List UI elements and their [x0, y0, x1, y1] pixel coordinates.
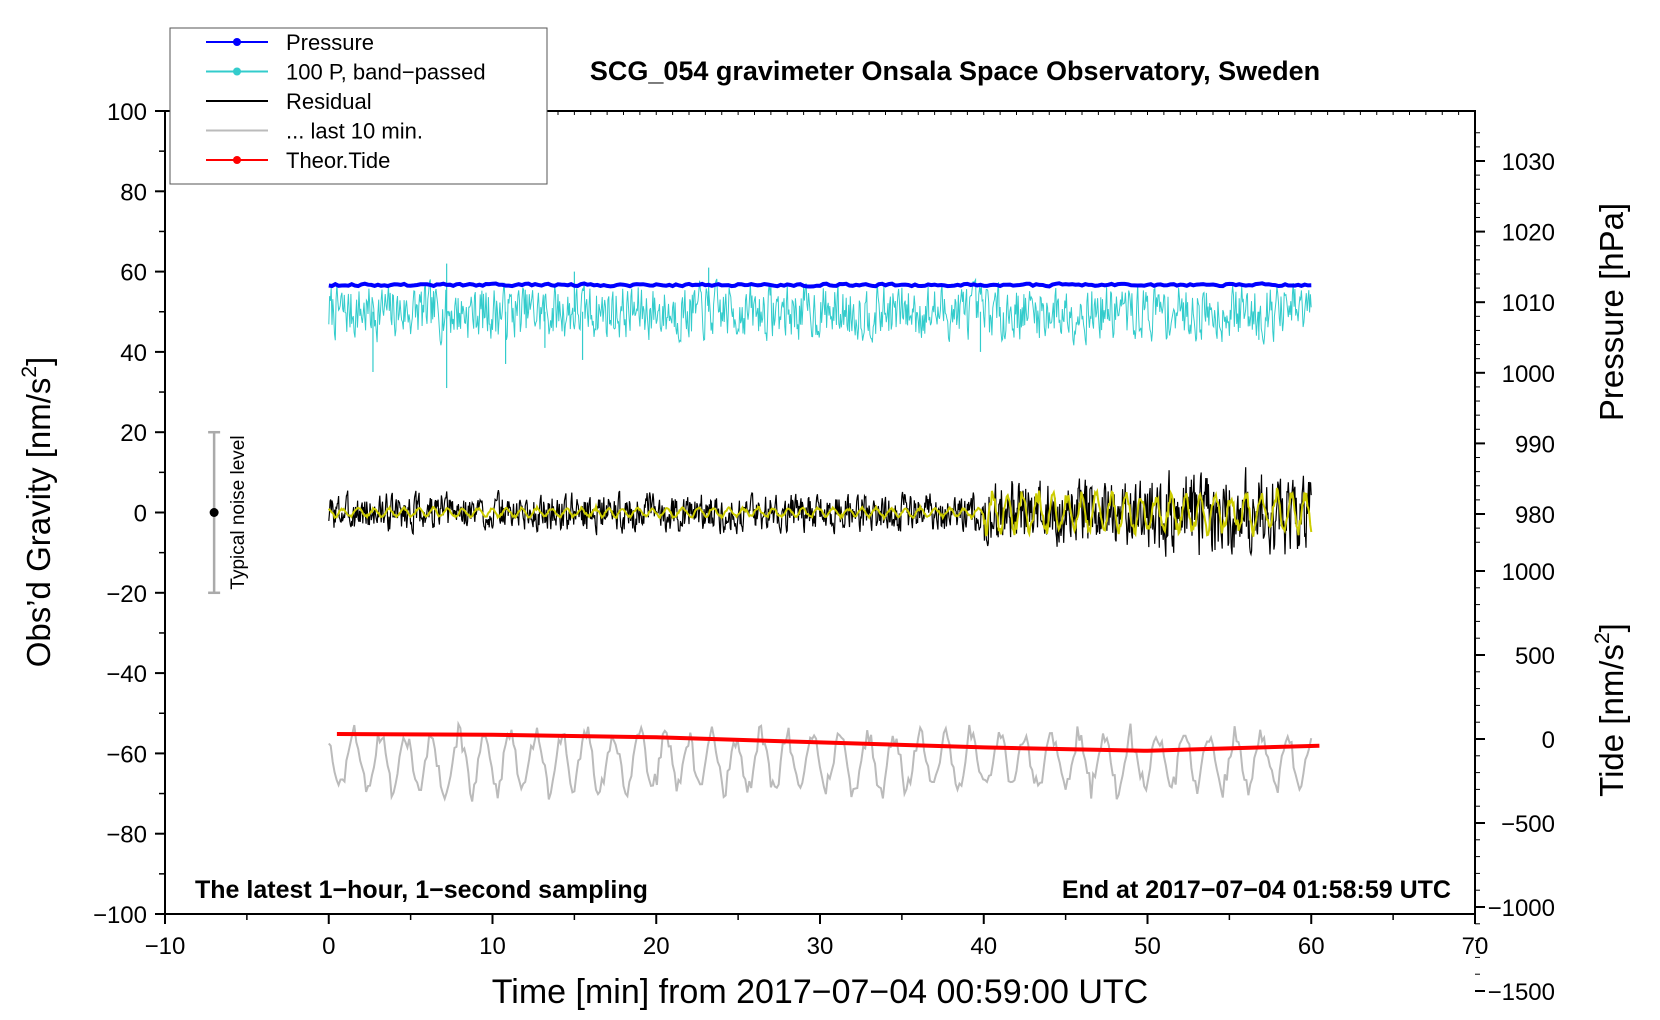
y-tick-label: −80 — [106, 822, 147, 849]
x-tick-label: 30 — [807, 933, 834, 960]
pressure-tick-label: 1010 — [1502, 290, 1555, 317]
legend-marker — [233, 67, 241, 76]
x-tick-label: 0 — [322, 933, 335, 960]
y-tick-label: −60 — [106, 741, 147, 768]
legend-label: Theor.Tide — [286, 148, 390, 173]
noise-bar: Typical noise level — [208, 430, 249, 595]
x-tick-label: 60 — [1298, 933, 1325, 960]
series-pressure — [328, 281, 1312, 289]
tide-tick-label: −1000 — [1488, 895, 1555, 922]
pressure-tick-label: 1020 — [1502, 220, 1555, 247]
y-tick-label: 80 — [120, 179, 147, 206]
legend-label: 100 P, band−passed — [286, 60, 486, 85]
axis-layer: −10 0 10 20 30 40 50 60 70−100−80−60−40−20020406… — [93, 99, 1555, 1006]
noise-bar-center — [209, 508, 219, 517]
legend-label: Residual — [286, 89, 372, 114]
x-tick-label: 20 — [643, 933, 670, 960]
tide-tick-label: 500 — [1515, 643, 1555, 670]
legend-box — [169, 27, 548, 185]
y-tick-label: −100 — [93, 902, 147, 929]
pressure-tick-label: 990 — [1515, 431, 1555, 458]
series-last10min — [328, 720, 1313, 802]
y-tick-label: 40 — [120, 340, 147, 367]
series-residual — [328, 467, 1312, 557]
legend-label: ... last 10 min. — [286, 119, 423, 144]
y-tick-label: 0 — [134, 501, 147, 528]
y-tick-label: −40 — [106, 661, 147, 688]
x-tick-label: 10 — [479, 933, 506, 960]
tide-tick-label: 1000 — [1502, 559, 1555, 586]
pressure-tick-label: 980 — [1515, 502, 1555, 529]
legend: Pressure 100 P, band−passed Residual ... la… — [169, 27, 548, 185]
y-tick-label: −20 — [106, 581, 147, 608]
noise-bar-label: Typical noise level — [228, 435, 249, 589]
tide-tick-label: 0 — [1542, 727, 1555, 754]
annotation-end-time: End at 2017−07−04 01:58:59 UTC — [1062, 876, 1451, 904]
legend-marker — [233, 38, 241, 46]
tide-axis-label: Tide [nm/s2] — [1591, 623, 1630, 797]
series-layer — [327, 263, 1320, 802]
x-tick-label: 50 — [1134, 933, 1161, 960]
annotation-sampling: The latest 1−hour, 1−second sampling — [195, 876, 648, 904]
series-theor-tide — [336, 732, 1320, 753]
legend-marker — [233, 156, 241, 164]
x-axis-label: Time [min] from 2017−07−04 00:59:00 UTC — [492, 973, 1148, 1011]
y-axis-label: Obs’d Gravity [nm/s2] — [18, 357, 57, 668]
x-tick-label: 40 — [970, 933, 997, 960]
series-residual-smoothed — [327, 487, 1313, 538]
y-tick-label: 100 — [107, 99, 147, 126]
tide-tick-label: −500 — [1501, 811, 1555, 838]
x-tick-label: 70 — [1462, 933, 1489, 960]
pressure-axis-label: Pressure [hPa] — [1593, 203, 1630, 421]
series-band-passed — [328, 277, 1312, 346]
x-tick-label: −10 — [145, 933, 186, 960]
pressure-tick-label: 1030 — [1502, 149, 1555, 176]
tide-tick-label: −1500 — [1488, 979, 1555, 1006]
y-tick-label: 20 — [120, 420, 147, 447]
y-tick-label: 60 — [120, 260, 147, 287]
pressure-tick-label: 1000 — [1502, 361, 1555, 388]
chart-title: SCG_054 gravimeter Onsala Space Observat… — [590, 56, 1320, 86]
legend-label: Pressure — [286, 30, 374, 55]
